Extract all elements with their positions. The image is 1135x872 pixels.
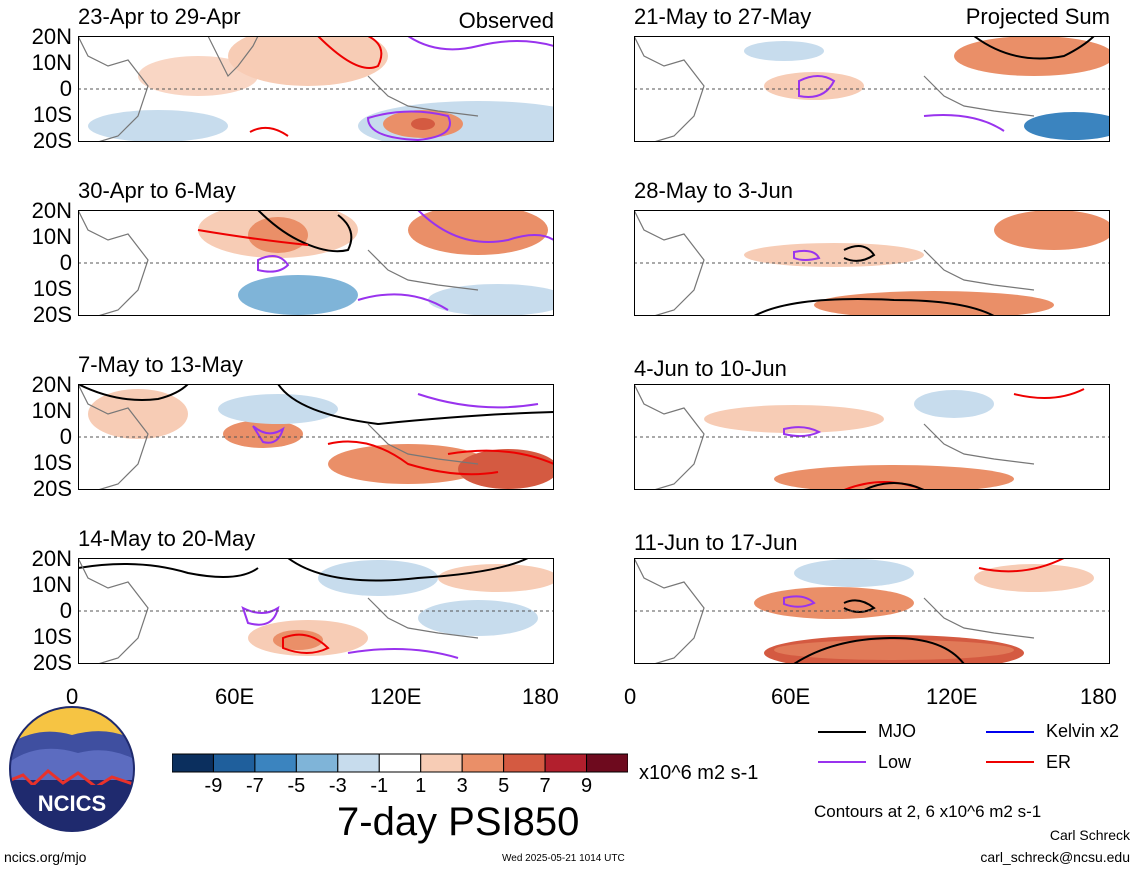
lat-label-p2-3: 10S (32, 276, 72, 301)
lat-label-p2-0: 20N (31, 198, 72, 223)
lon-label-left-60e: 60E (215, 684, 255, 709)
panel-title-right-3: 4-Jun to 10-Jun (634, 356, 787, 381)
lon-label-left-0: 0 (66, 684, 79, 709)
colorbar-box-8 (503, 753, 546, 773)
lat-label-p4-3: 10S (32, 624, 72, 649)
footer-author: Carl Schreck (1049, 827, 1130, 843)
lat-label-p2-4: 20S (32, 302, 72, 327)
colorbar-box-0 (172, 753, 214, 773)
colorbar-box-3 (295, 753, 339, 773)
colorbar-box-7 (461, 753, 505, 773)
colorbar-label-5: 1 (415, 775, 427, 797)
map-panel-right-1 (634, 36, 1110, 142)
colorbar-label-4: -1 (370, 775, 389, 797)
map-panel-left-1 (78, 36, 554, 142)
lat-label-p1-1: 10N (31, 50, 72, 75)
colorbar-label-2: -5 (287, 775, 306, 797)
observed-label: Observed (458, 8, 554, 33)
map-panel-right-4 (634, 558, 1110, 664)
panel-title-right-4: 11-Jun to 17-Jun (634, 530, 798, 555)
panel-title-left-4: 14-May to 20-May (78, 526, 256, 551)
lat-label-p3-0: 20N (31, 372, 72, 397)
colorbar (172, 753, 628, 773)
map-panel-left-4 (78, 558, 554, 664)
lat-label-p4-4: 20S (32, 650, 72, 675)
colorbar-box-2 (254, 753, 297, 773)
panel-title-left-2: 30-Apr to 6-May (78, 178, 236, 203)
colorbar-label-8: 7 (539, 775, 551, 797)
lat-label-p3-2: 0 (59, 424, 72, 449)
lat-label-p3-3: 10S (32, 450, 72, 475)
footer-url[interactable]: ncics.org/mjo (4, 849, 87, 865)
lat-label-p1-0: 20N (31, 24, 72, 49)
lon-label-right-120e: 120E (926, 684, 978, 709)
map-panel-right-2 (634, 210, 1110, 316)
ncics-logo: NCICS (9, 706, 135, 832)
legend-label-low: Low (878, 752, 912, 772)
colorbar-label-7: 5 (498, 775, 510, 797)
projected-label: Projected Sum (965, 4, 1110, 29)
colorbar-label-9: 9 (580, 775, 593, 797)
lat-label-p4-2: 0 (59, 598, 72, 623)
footer-email[interactable]: carl_schreck@ncsu.edu (980, 849, 1130, 865)
panel-title-left-3: 7-May to 13-May (78, 352, 244, 377)
lat-label-p3-4: 20S (32, 476, 72, 501)
panel-title-left-1: 23-Apr to 29-Apr (78, 4, 241, 29)
panel-title-right-1: 21-May to 27-May (634, 4, 812, 29)
legend-swatches-left (818, 731, 866, 763)
lon-label-right-0: 0 (624, 684, 637, 709)
map-panel-right-3 (634, 384, 1110, 490)
lon-label-left-120e: 120E (370, 684, 422, 709)
map-panel-left-3 (78, 384, 554, 490)
lon-label-left-180: 180 (522, 684, 559, 709)
colorbar-label-3: -3 (328, 775, 347, 797)
legend-swatches-right (986, 731, 1034, 763)
legend-label-mjo: MJO (878, 721, 916, 741)
chart-title: 7-day PSI850 (337, 800, 580, 844)
colorbar-box-6 (420, 753, 463, 773)
colorbar-units: x10^6 m2 s-1 (639, 762, 759, 784)
colorbar-label-1: -7 (246, 775, 264, 797)
lat-label-p1-4: 20S (32, 128, 72, 153)
colorbar-box-5 (378, 753, 422, 773)
colorbar-box-4 (337, 753, 380, 773)
colorbar-label-6: 3 (456, 775, 468, 797)
lat-label-p1-3: 10S (32, 102, 72, 127)
legend-label-kelvin: Kelvin x2 (1046, 721, 1120, 741)
contours-note: Contours at 2, 6 x10^6 m2 s-1 (814, 802, 1042, 821)
ncics-logo-text: NCICS (38, 791, 106, 816)
map-panel-left-2 (78, 210, 554, 316)
colorbar-box-9 (544, 753, 588, 773)
lat-label-p4-0: 20N (31, 546, 72, 571)
legend-label-er: ER (1046, 752, 1072, 772)
colorbar-box-1 (212, 753, 256, 773)
lat-label-p2-2: 0 (59, 250, 72, 275)
lat-label-p4-1: 10N (31, 572, 72, 597)
lon-label-right-180: 180 (1080, 684, 1117, 709)
lon-label-right-60e: 60E (771, 684, 811, 709)
colorbar-label-0: -9 (204, 775, 223, 797)
lat-label-p3-1: 10N (31, 398, 72, 423)
panel-title-right-2: 28-May to 3-Jun (634, 178, 793, 203)
colorbar-box-10 (586, 753, 628, 773)
lat-label-p1-2: 0 (59, 76, 72, 101)
footer-timestamp: Wed 2025-05-21 1014 UTC (502, 853, 625, 864)
lat-label-p2-1: 10N (31, 224, 72, 249)
